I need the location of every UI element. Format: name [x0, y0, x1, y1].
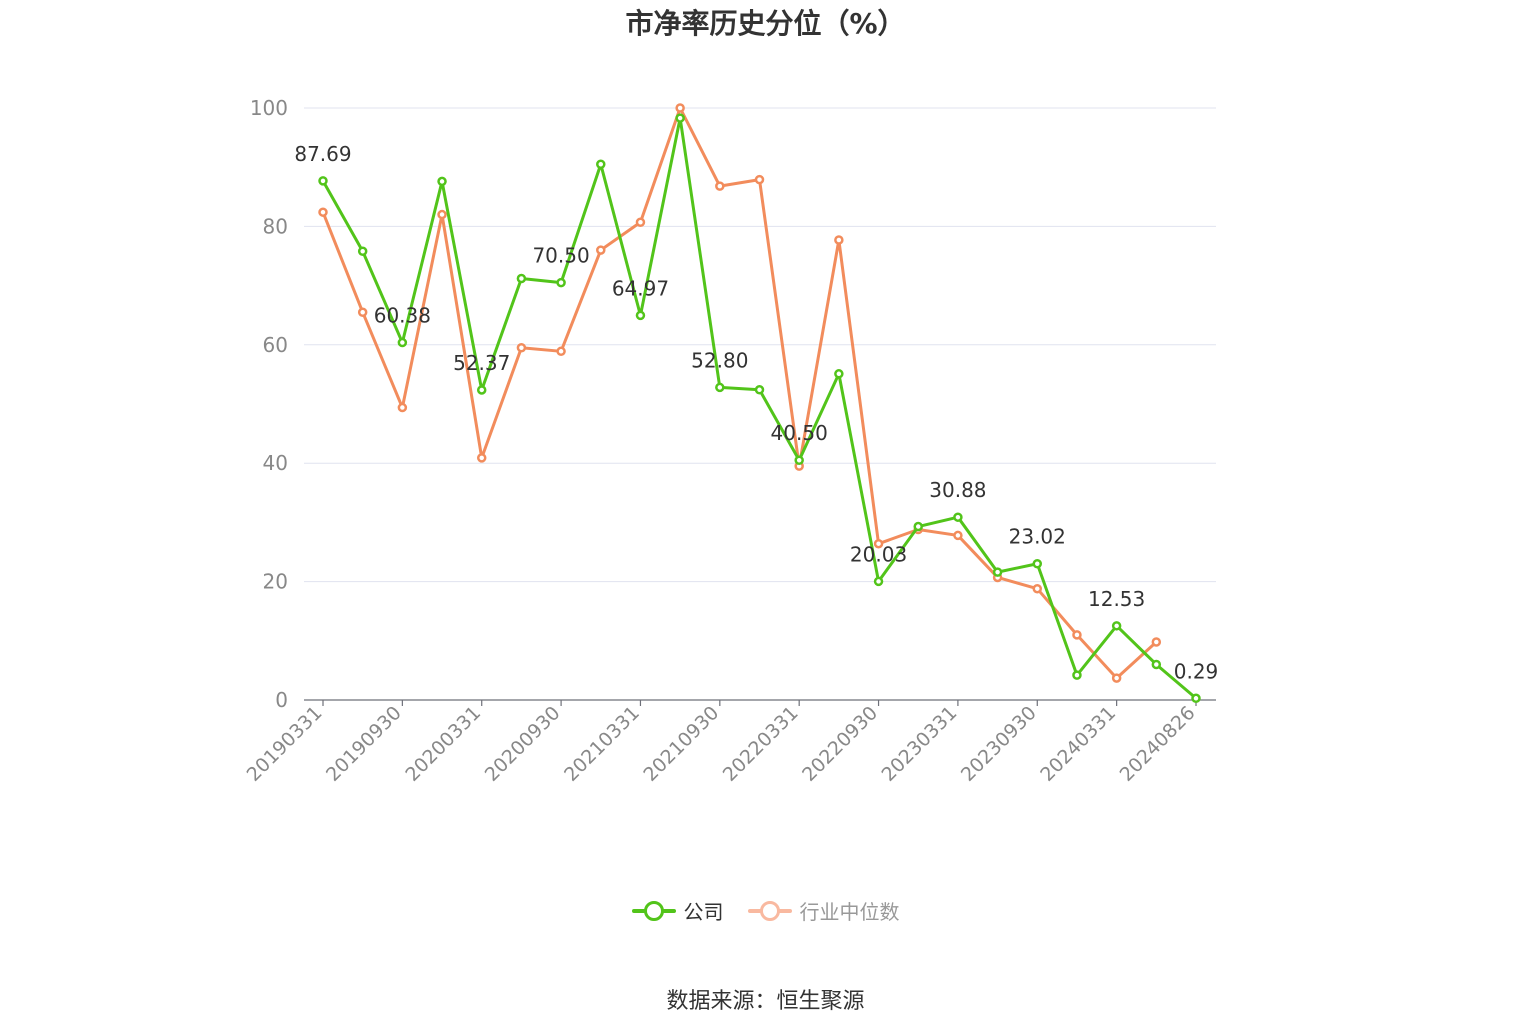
x-tick-label: 20220331	[719, 702, 803, 786]
data-point-company	[397, 337, 408, 348]
x-tick-label: 20190331	[243, 702, 327, 786]
data-point-company	[516, 273, 527, 284]
data-point-industry-median	[1032, 583, 1043, 594]
data-point-company	[873, 576, 884, 587]
y-tick-label: 100	[250, 96, 288, 120]
data-point-company	[715, 382, 725, 393]
data-point-company	[1072, 670, 1082, 680]
legend-label-company: 公司	[683, 900, 724, 924]
data-point-company	[1191, 693, 1201, 704]
data-point-company	[1151, 659, 1162, 670]
x-tick-label: 20190930	[322, 702, 406, 786]
grid-lines	[304, 107, 1216, 583]
data-point-industry-median	[873, 538, 884, 549]
data-point-industry-median	[516, 343, 527, 353]
data-point-company	[1032, 558, 1043, 569]
legend-swatch-industry-median	[747, 900, 792, 921]
data-label: 70.50	[532, 244, 589, 268]
data-point-industry-median	[635, 217, 646, 228]
y-tick-label: 40	[263, 451, 288, 475]
x-tick-label: 20220930	[798, 702, 882, 786]
data-point-industry-median	[318, 207, 328, 217]
legend: 公司 行业中位数	[0, 896, 1531, 925]
x-tick-label: 20200331	[401, 702, 485, 786]
data-point-industry-median	[715, 181, 725, 191]
data-point-company	[318, 176, 328, 186]
data-point-industry-median	[754, 174, 765, 185]
data-label: 52.37	[453, 351, 510, 375]
data-point-industry-median	[596, 245, 606, 255]
data-label: 23.02	[1009, 525, 1066, 549]
data-label: 40.50	[771, 421, 828, 445]
data-label: 0.29	[1174, 659, 1219, 683]
y-tick-label: 60	[263, 333, 288, 357]
legend-item-company[interactable]: 公司	[631, 896, 724, 925]
legend-item-industry-median[interactable]: 行业中位数	[747, 896, 900, 925]
data-point-company	[794, 455, 804, 465]
data-point-industry-median	[953, 530, 963, 541]
data-label: 64.97	[612, 276, 669, 300]
x-tick-label: 20200930	[481, 702, 565, 786]
data-labels: 87.69 60.38 52.37 70.50 64.97 52.80 40.50 20.03…	[294, 142, 1218, 683]
data-point-industry-median	[437, 209, 447, 220]
data-source-note: 数据来源：恒生聚源	[666, 989, 865, 1014]
series-line-company	[321, 116, 1197, 700]
data-point-company	[913, 521, 923, 532]
data-point-industry-median	[397, 402, 408, 413]
chart-title: 市净率历史分位（%）	[625, 7, 906, 40]
data-label: 52.80	[691, 348, 748, 372]
x-tick-label: 20210331	[560, 702, 644, 786]
data-label: 20.03	[850, 542, 907, 566]
data-point-company	[596, 159, 606, 169]
data-point-industry-median	[1151, 637, 1162, 647]
data-point-company	[437, 176, 447, 187]
data-label: 30.88	[929, 478, 986, 502]
x-tick-label: 20210930	[639, 702, 723, 786]
data-point-company	[834, 369, 844, 379]
data-point-industry-median	[476, 453, 487, 463]
data-point-company	[357, 246, 368, 257]
legend-swatch-company	[631, 900, 676, 921]
data-point-industry-median	[675, 103, 685, 113]
x-tick-label: 20240331	[1036, 702, 1120, 786]
data-point-company	[1111, 621, 1122, 631]
data-label: 12.53	[1088, 587, 1145, 611]
data-point-company	[992, 567, 1003, 577]
data-point-industry-median	[357, 307, 368, 317]
data-point-company	[953, 512, 963, 522]
data-point-company	[635, 310, 646, 321]
data-point-industry-median	[834, 235, 844, 245]
data-label: 87.69	[294, 142, 351, 166]
data-point-company	[675, 113, 685, 123]
y-tick-label: 20	[263, 570, 288, 594]
x-tick-label: 20230331	[877, 702, 961, 786]
axes: 0 20 40 60 80 100 2019033120190930202003312020…	[243, 96, 1216, 786]
y-tick-label: 80	[263, 214, 288, 238]
legend-label-industry-median: 行业中位数	[799, 900, 900, 924]
data-point-company	[556, 277, 566, 288]
y-tick-label: 0	[275, 688, 288, 712]
data-point-industry-median	[1111, 673, 1122, 683]
data-label: 60.38	[374, 304, 431, 328]
x-tick-label: 20230930	[957, 702, 1041, 786]
series-line-industry-median	[321, 106, 1158, 680]
x-tick-label: 20240826	[1116, 702, 1200, 786]
data-point-company	[754, 385, 765, 395]
series-lines	[318, 103, 1201, 704]
data-point-industry-median	[556, 346, 566, 357]
data-point-industry-median	[1072, 630, 1082, 640]
data-point-company	[476, 385, 487, 395]
